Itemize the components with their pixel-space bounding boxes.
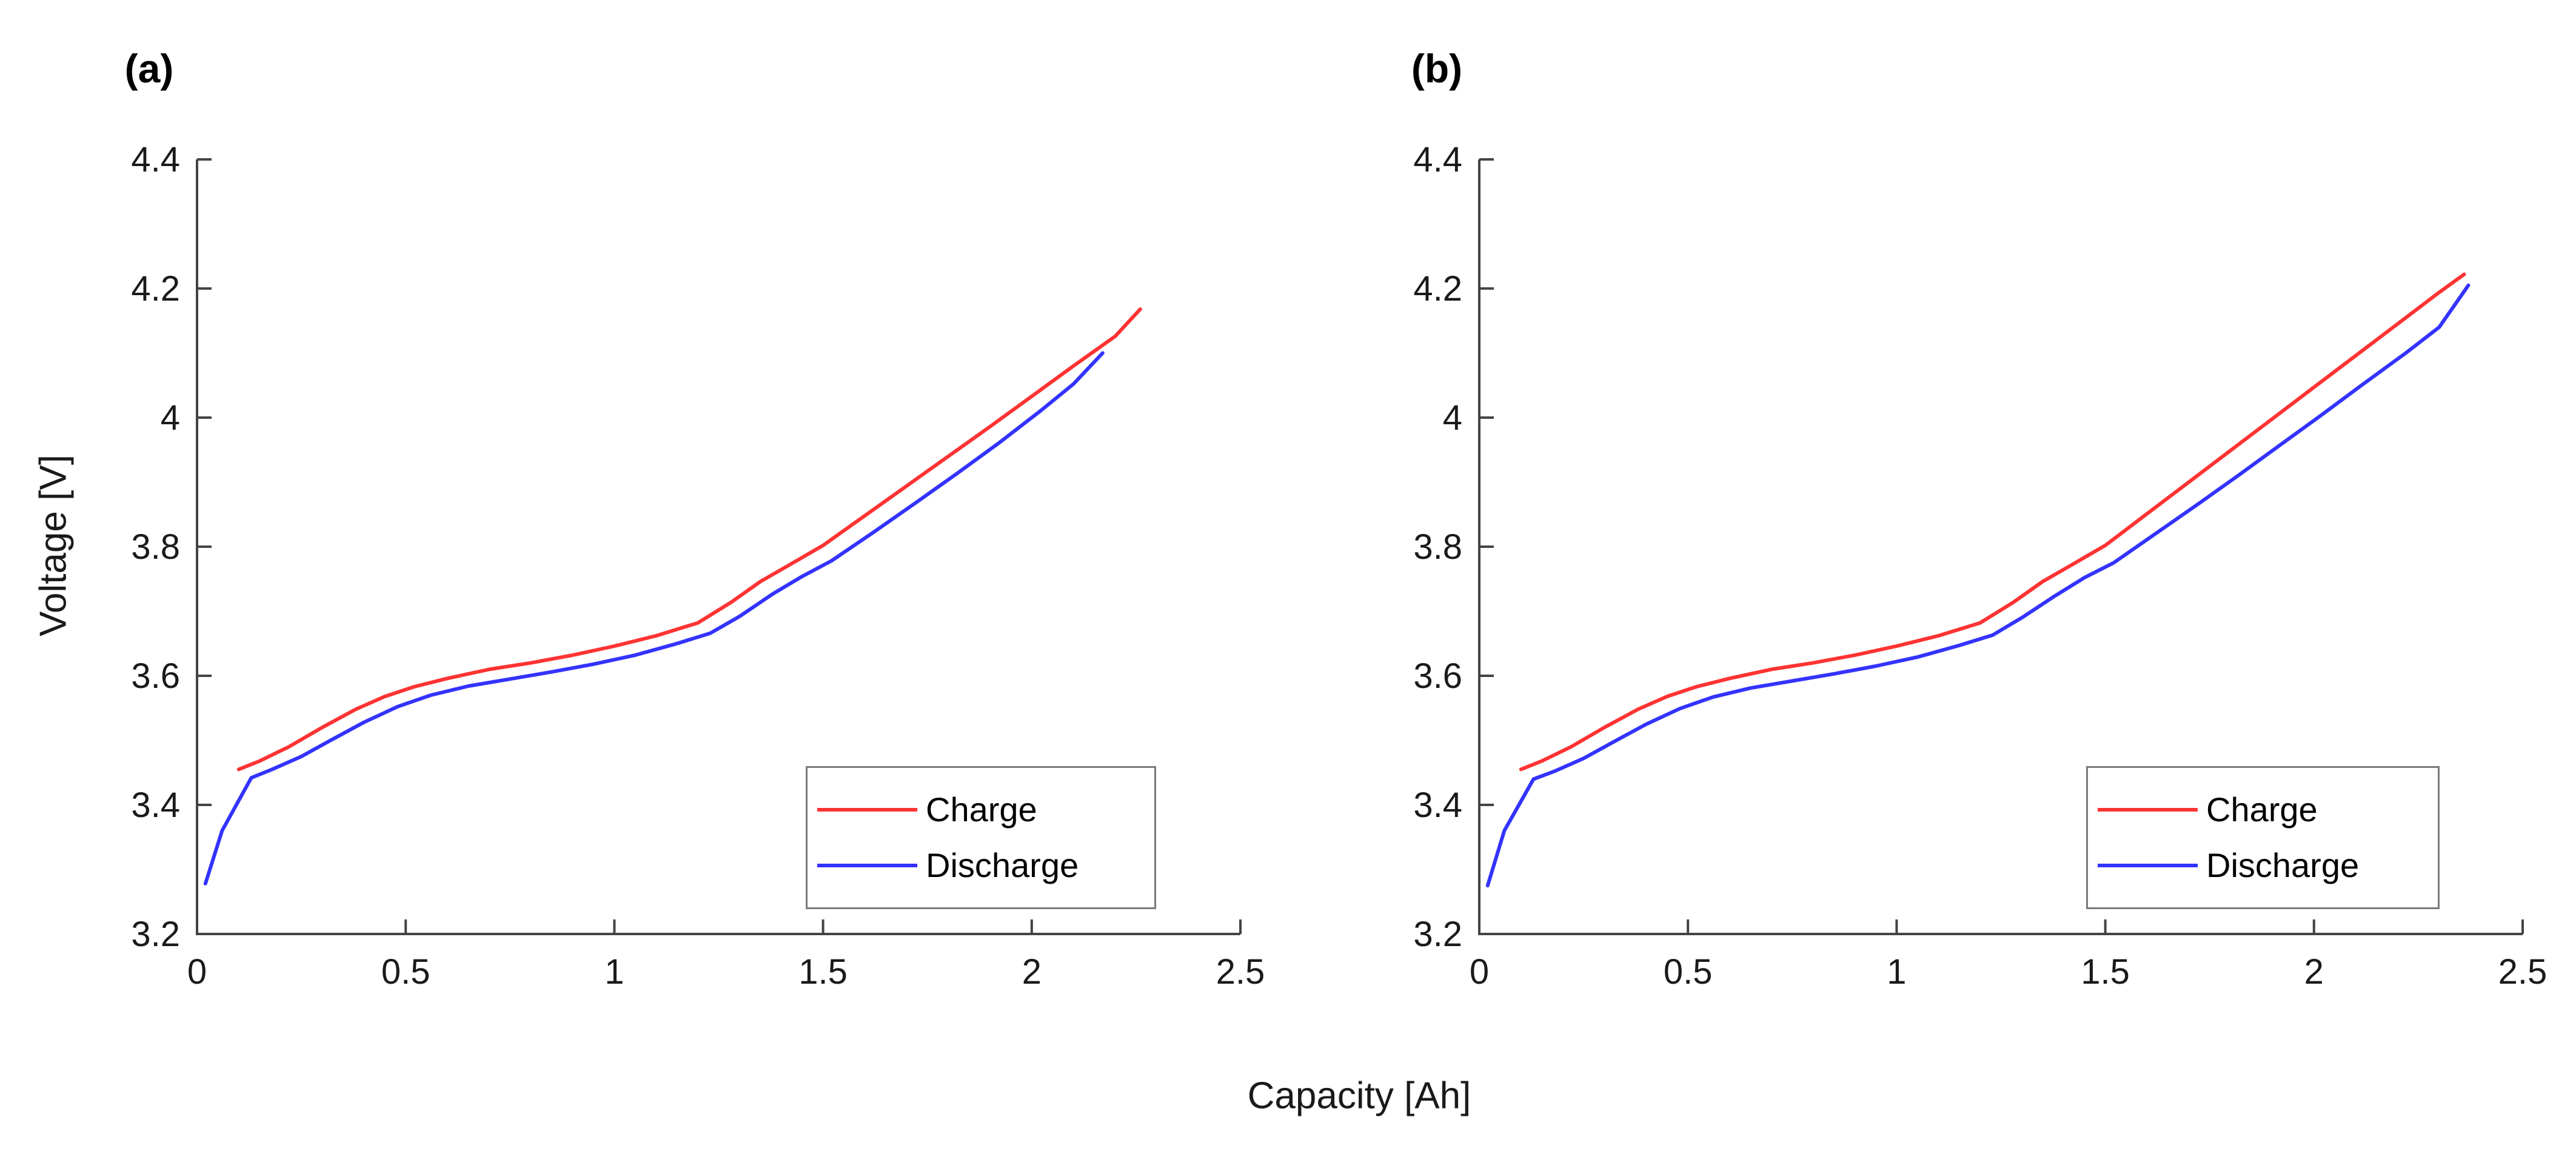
- panel-a-label: (a): [124, 46, 174, 91]
- y-tick-label: 4: [1443, 398, 1462, 438]
- x-tick-label: 2: [1022, 952, 1042, 992]
- y-tick-label: 3.6: [131, 656, 180, 696]
- discharge-line-swatch: [817, 863, 917, 867]
- y-tick-label: 4.4: [131, 140, 180, 179]
- charge-legend-label: Charge: [926, 790, 1037, 829]
- panel-b-plot: 0 0.5 1 1.5 2 2.5 3.2 3.4 3.6 3.8 4 4.2 4.4: [1413, 140, 2547, 992]
- discharge-line: [1485, 283, 2471, 888]
- y-tick-label: 3.6: [1413, 656, 1462, 696]
- charge-line-swatch: [2098, 808, 2198, 812]
- legend-item-charge: Charge: [817, 793, 1148, 827]
- x-tick-label: 1.5: [2081, 952, 2130, 992]
- y-tick-group: 3.2 3.4 3.6 3.8 4 4.2 4.4: [131, 140, 212, 954]
- y-tick-label: 3.4: [131, 785, 180, 825]
- discharge-line-swatch: [2098, 863, 2198, 867]
- x-axis-title: Capacity [Ah]: [1247, 1075, 1471, 1117]
- x-tick-label: 0.5: [381, 952, 430, 992]
- charge-line-swatch: [817, 808, 917, 812]
- y-tick-group: 3.2 3.4 3.6 3.8 4 4.2 4.4: [1413, 140, 1494, 954]
- x-tick-label: 1: [604, 952, 624, 992]
- x-tick-label: 2: [2304, 952, 2324, 992]
- x-tick-label: 0: [187, 952, 207, 992]
- x-tick-group: 0 0.5 1 1.5 2 2.5: [1470, 919, 2547, 992]
- discharge-legend-label: Discharge: [926, 845, 1079, 884]
- panel-a-legend: Charge Discharge: [806, 766, 1156, 909]
- y-tick-label: 4.2: [1413, 269, 1462, 309]
- discharge-legend-label: Discharge: [2206, 845, 2360, 884]
- charge-line: [236, 307, 1142, 772]
- y-tick-label: 4: [161, 398, 180, 438]
- panel-b-label: (b): [1411, 46, 1463, 91]
- x-tick-label: 1.5: [798, 952, 848, 992]
- x-tick-group: 0 0.5 1 1.5 2 2.5: [187, 919, 1265, 992]
- x-tick-label: 2.5: [1216, 952, 1265, 992]
- x-tick-label: 2.5: [2498, 952, 2548, 992]
- legend-item-discharge: Discharge: [2098, 845, 2432, 884]
- y-tick-label: 3.2: [131, 915, 180, 954]
- charge-legend-label: Charge: [2206, 790, 2318, 829]
- legend-item-discharge: Discharge: [817, 845, 1148, 884]
- x-tick-label: 0: [1470, 952, 1489, 992]
- panel-b-legend: Charge Discharge: [2086, 766, 2440, 909]
- y-tick-label: 3.8: [131, 527, 180, 567]
- y-tick-label: 3.4: [1413, 785, 1462, 825]
- y-tick-label: 4.4: [1413, 140, 1462, 179]
- y-tick-label: 4.2: [131, 269, 180, 309]
- panel-a-plot: 0 0.5 1 1.5 2 2.5 3.2 3.4 3.6 3.8 4 4.2 4.4: [131, 140, 1265, 992]
- y-tick-label: 3.2: [1413, 915, 1462, 954]
- x-tick-label: 0.5: [1664, 952, 1713, 992]
- discharge-line: [203, 351, 1105, 886]
- legend-item-charge: Charge: [2098, 793, 2432, 827]
- charge-line: [1519, 272, 2466, 772]
- x-tick-label: 1: [1887, 952, 1906, 992]
- y-tick-label: 3.8: [1413, 527, 1462, 567]
